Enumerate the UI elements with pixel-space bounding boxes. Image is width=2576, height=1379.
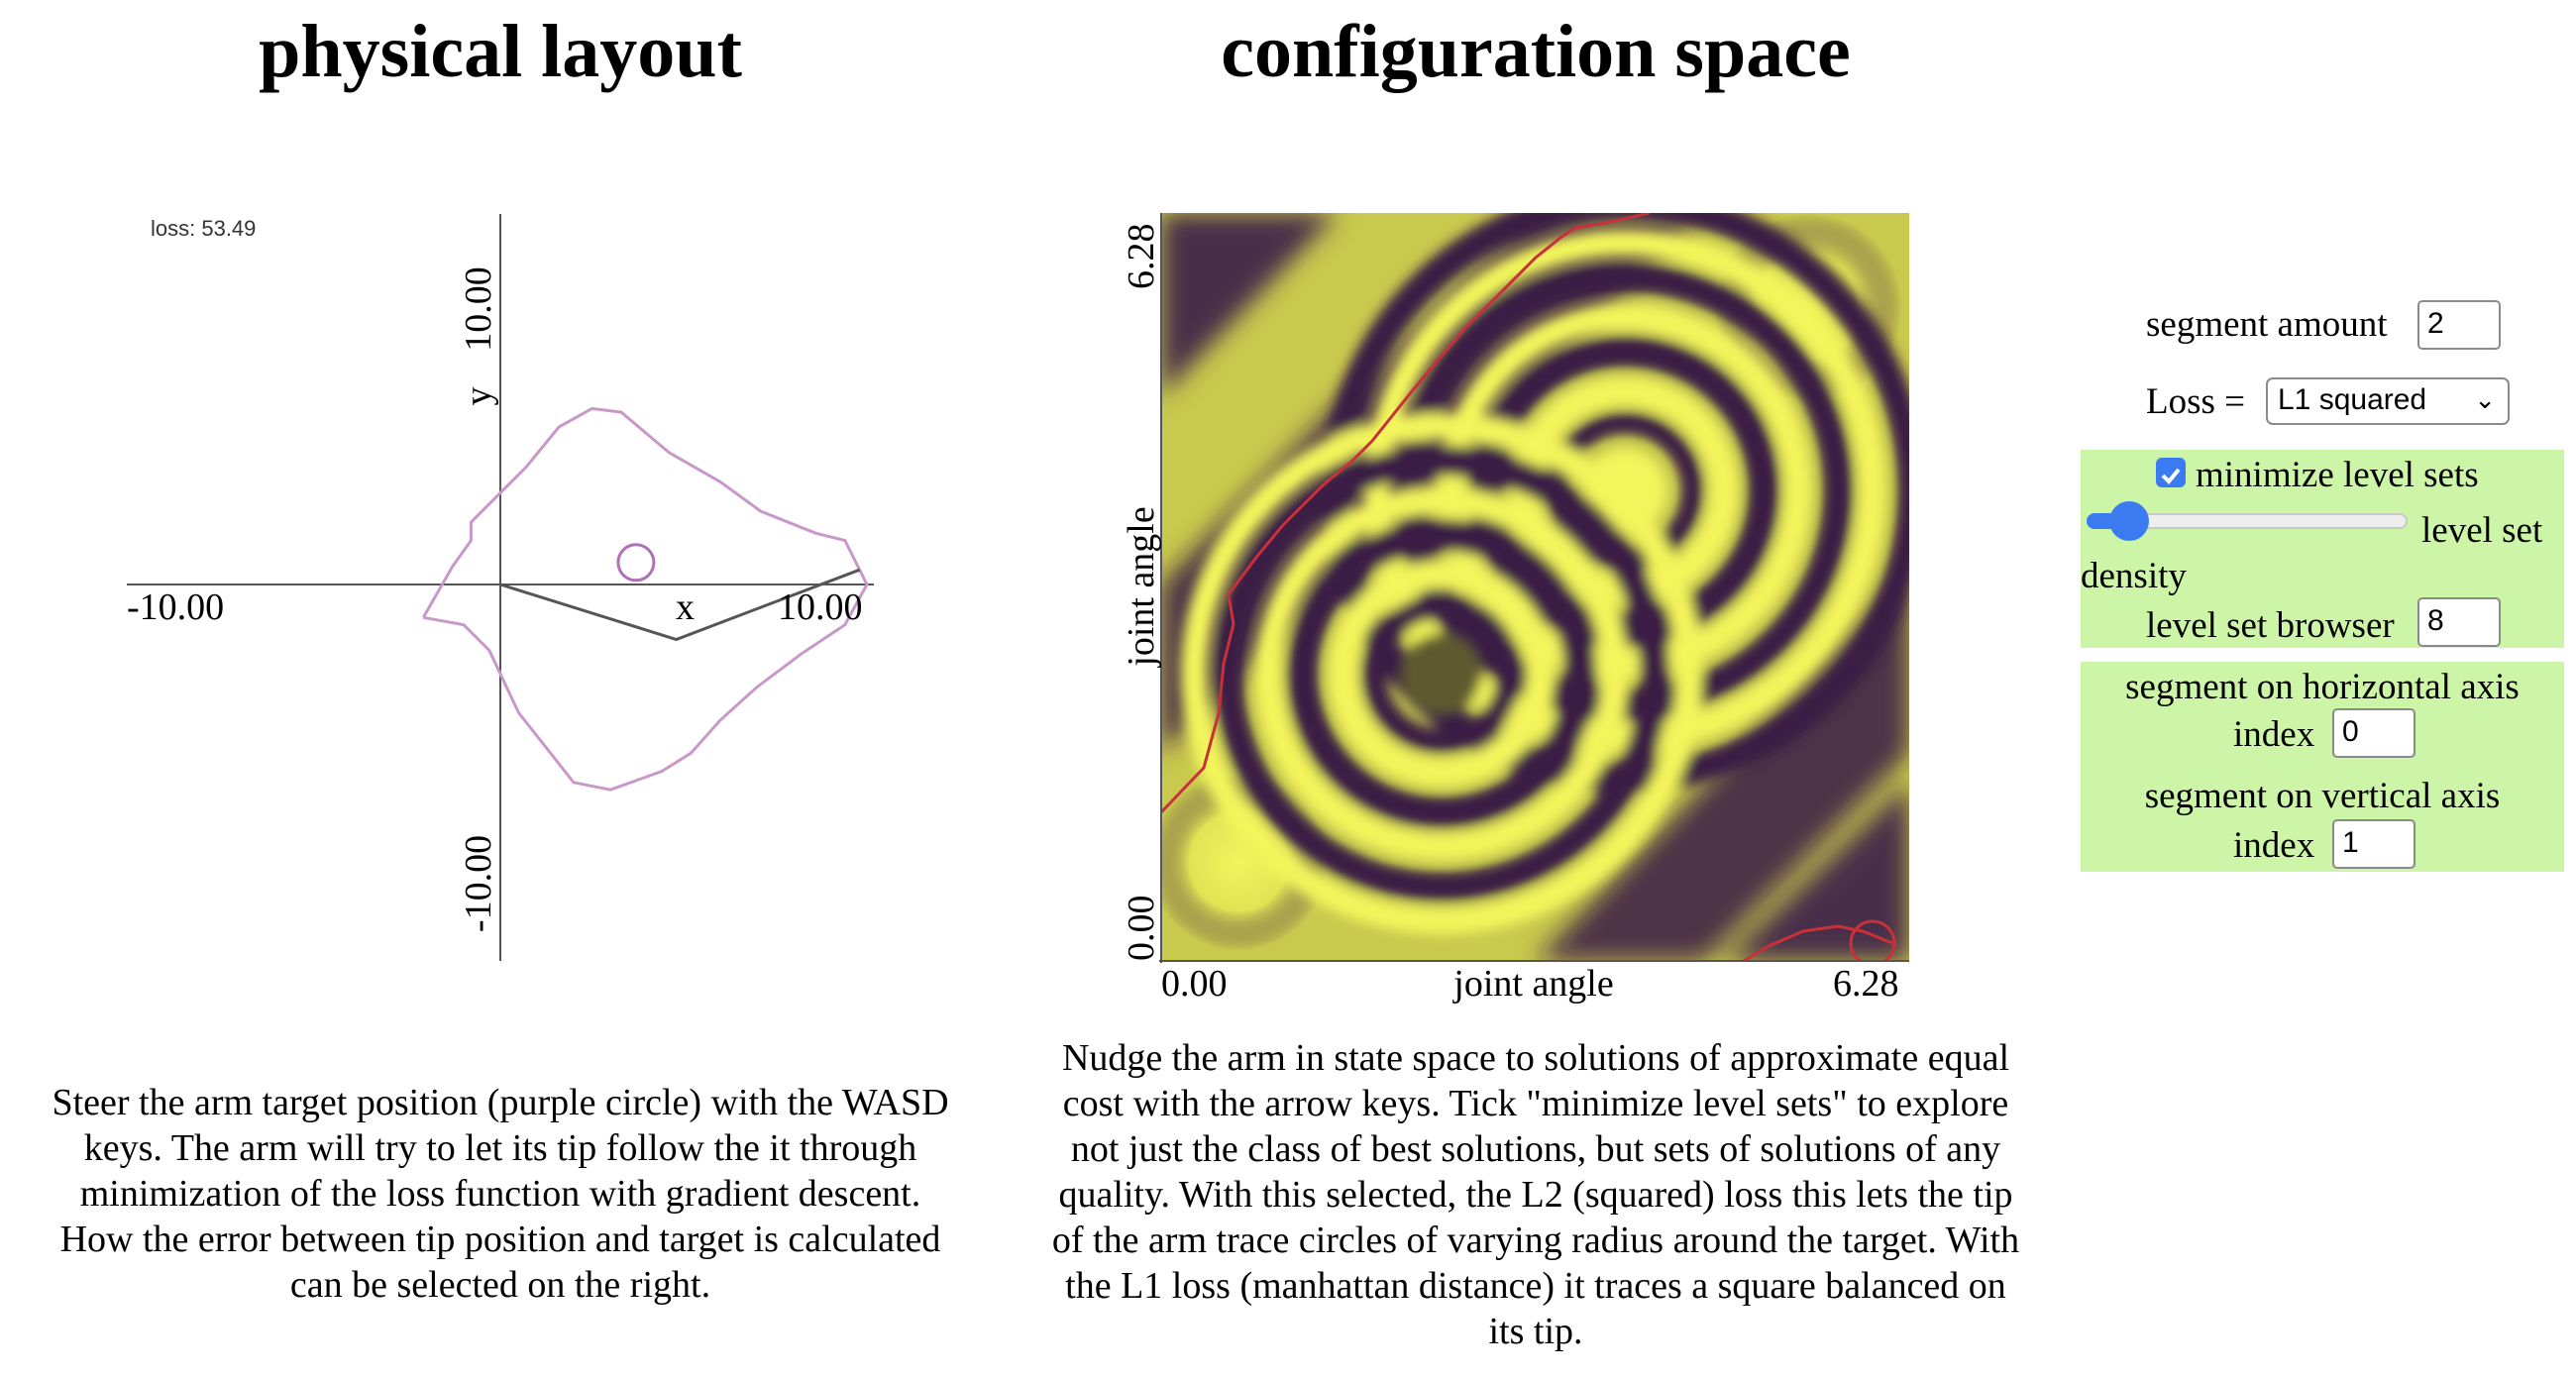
config-y-min-label: 0.00 <box>1121 896 1162 962</box>
level-set-browser-input[interactable]: 8 <box>2417 597 2501 647</box>
configuration-space-plot[interactable]: 0.00 6.28 joint angle 0.00 6.28 joint an… <box>1110 198 1922 1020</box>
vertical-axis-segment-label: segment on vertical axis <box>2144 776 2501 816</box>
config-y-max-label: 6.28 <box>1121 224 1162 290</box>
config-x-axis-label: joint angle <box>1451 963 1613 1005</box>
level-set-browser-label: level set browser <box>2146 605 2395 646</box>
level-set-density-slider-thumb[interactable] <box>2108 501 2149 541</box>
lower-ring-system <box>1181 413 1702 934</box>
loss-heatmap <box>1161 213 1909 965</box>
minimize-level-sets-label: minimize level sets <box>2196 455 2479 495</box>
robot-arm <box>499 568 861 642</box>
horizontal-index-input[interactable]: 0 <box>2332 708 2415 758</box>
checkmark-icon <box>2161 468 2181 484</box>
vertical-index-input[interactable]: 1 <box>2332 819 2415 869</box>
level-set-density-label: level set <box>2421 510 2543 551</box>
x-max-tick-label: 10.00 <box>778 586 863 628</box>
chevron-down-icon: ⌄ <box>2474 384 2496 414</box>
config-x-max-label: 6.28 <box>1833 963 1899 1005</box>
configuration-space-heading: configuration space <box>1221 10 1851 93</box>
segment-amount-label: segment amount <box>2146 304 2388 345</box>
horizontal-index-label: index <box>2233 714 2315 755</box>
horizontal-axis-segment-label: segment on horizontal axis <box>2125 667 2520 707</box>
config-y-axis-label: joint angle <box>1121 506 1162 668</box>
y-axis-label: y <box>458 387 499 406</box>
x-axis-label: x <box>676 586 695 628</box>
loss-function-selected-value: L1 squared <box>2278 383 2427 416</box>
loss-function-label: Loss = <box>2146 381 2246 422</box>
level-set-density-label-continued: density <box>2081 556 2187 596</box>
physical-layout-plot[interactable]: -10.00 10.00 x 10.00 -10.00 y <box>119 198 912 981</box>
x-min-tick-label: -10.00 <box>127 586 224 628</box>
axis-segment-panel <box>2081 662 2564 872</box>
trajectory-path <box>1161 213 1651 814</box>
loss-function-select[interactable]: L1 squared ⌄ <box>2266 377 2510 425</box>
segment-amount-input[interactable]: 2 <box>2417 300 2501 350</box>
vertical-index-label: index <box>2233 825 2315 866</box>
physical-layout-heading: physical layout <box>259 10 742 93</box>
minimize-level-sets-checkbox[interactable] <box>2156 458 2186 487</box>
loss-readout: loss: 53.49 <box>151 216 257 241</box>
y-min-tick-label: -10.00 <box>458 835 499 932</box>
configuration-space-caption: Nudge the arm in state space to solution… <box>1051 1037 2020 1352</box>
reachable-region-outline <box>421 406 869 792</box>
config-x-min-label: 0.00 <box>1161 963 1228 1005</box>
target-circle[interactable] <box>616 543 656 583</box>
physical-layout-caption: Steer the arm target position (purple ci… <box>52 1082 949 1306</box>
trajectory-path-lower <box>1743 924 1893 961</box>
current-state-marker[interactable] <box>1849 919 1896 965</box>
y-max-tick-label: 10.00 <box>458 266 499 352</box>
